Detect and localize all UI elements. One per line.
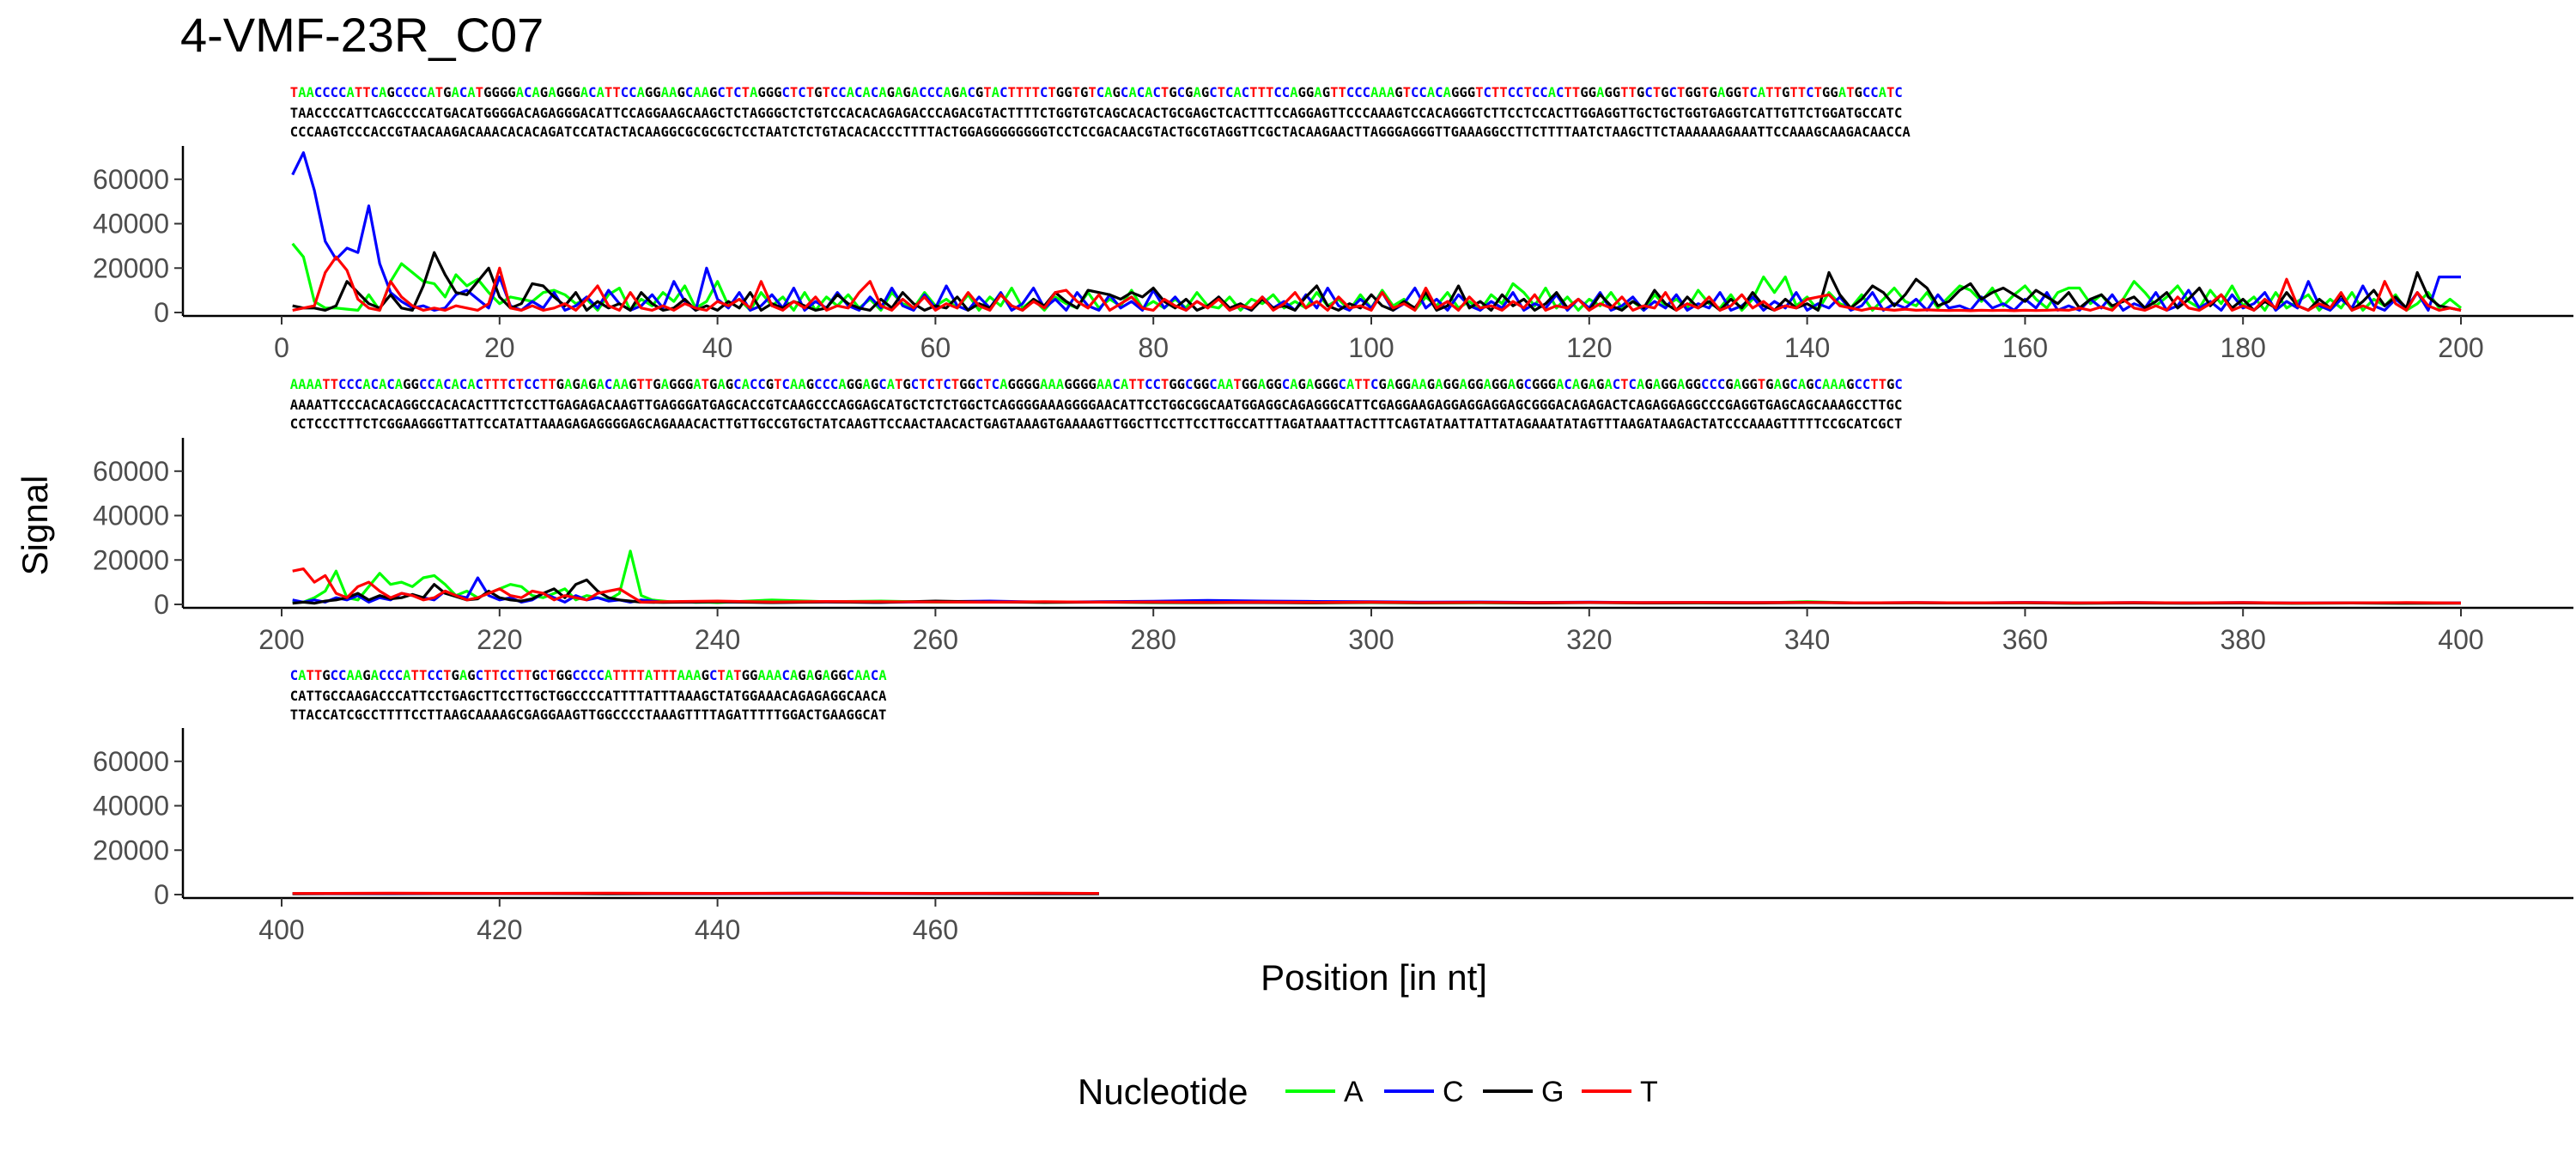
legend-label-G: G	[1541, 1076, 1564, 1108]
legend: Nucleotide A C G T	[1078, 1071, 1658, 1112]
x-tick-label: 240	[695, 624, 740, 655]
legend-label-C: C	[1443, 1076, 1464, 1108]
legend-title: Nucleotide	[1078, 1071, 1248, 1112]
x-tick-label: 0	[274, 332, 289, 363]
y-tick-label: 20000	[93, 834, 169, 865]
legend-label-T: T	[1640, 1076, 1658, 1108]
series-line-C	[291, 151, 2461, 312]
y-tick-label: 40000	[93, 501, 169, 531]
sequence-row-2: CATTGCCAAGACCCATTCCTGAGCTTCCTTGCTGGCCCCA…	[290, 689, 887, 704]
y-tick-label: 40000	[93, 791, 169, 822]
sequence-row-2: TAACCCCATTCAGCCCCATGACATGGGGACAGAGGGACAT…	[290, 106, 1903, 121]
sequence-row-1: AAAATTCCCACACAGGCCACACACTTTCTCCTTGAGAGAC…	[290, 377, 1903, 392]
y-tick-label: 0	[154, 297, 169, 328]
x-tick-label: 40	[702, 332, 733, 363]
x-tick-label: 200	[2438, 332, 2483, 363]
panels-layer: TAACCCCATTCAGCCCCATGACATGGGGACAGAGGGACAT…	[93, 85, 2573, 945]
sequence-row-1: CATTGCCAAGACCCATTCCTGAGCTTCCTTGCTGGCCCCA…	[290, 668, 888, 683]
series-line-T	[292, 255, 2462, 313]
x-tick-label: 180	[2221, 332, 2266, 363]
series-line-T	[292, 567, 2462, 604]
x-tick-label: 100	[1348, 332, 1394, 363]
x-tick-label: 460	[913, 914, 958, 945]
x-tick-label: 380	[2221, 624, 2266, 655]
x-tick-label: 440	[695, 914, 740, 945]
y-tick-label: 60000	[93, 746, 169, 777]
x-axis-title: Position [in nt]	[1261, 957, 1487, 998]
x-tick-label: 200	[258, 624, 304, 655]
x-tick-label: 120	[1566, 332, 1612, 363]
x-tick-label: 160	[2002, 332, 2048, 363]
y-tick-label: 0	[154, 879, 169, 910]
x-tick-label: 280	[1131, 624, 1176, 655]
y-tick-label: 60000	[93, 456, 169, 487]
legend-label-A: A	[1344, 1076, 1364, 1108]
series-line-A	[292, 549, 2462, 605]
sequence-row-3: TTACCATCGCCTTTTCCTTAAGCAAAAGCGAGGAAGTTGG…	[290, 707, 887, 723]
y-tick-label: 0	[154, 589, 169, 620]
x-tick-label: 300	[1348, 624, 1394, 655]
x-tick-label: 360	[2002, 624, 2048, 655]
x-tick-label: 60	[920, 332, 951, 363]
x-tick-label: 400	[2438, 624, 2483, 655]
x-tick-label: 20	[484, 332, 515, 363]
x-tick-label: 80	[1138, 332, 1169, 363]
panel-1: TAACCCCATTCAGCCCCATGACATGGGGACAGAGGGACAT…	[93, 85, 2573, 363]
sequence-row-2: AAAATTCCCACACAGGCCACACACTTTCTCCTTGAGAGAC…	[290, 397, 1903, 413]
x-tick-label: 140	[1784, 332, 1830, 363]
sequence-row-3: CCTCCCTTTCTCGGAAGGGTTATTCCATATTAAAGAGAGG…	[290, 416, 1903, 432]
sequence-row-1: TAACCCCATTCAGCCCCATGACATGGGGACAGAGGGACAT…	[290, 85, 1903, 100]
sequence-row-3: CCCAAGTCCCACCGTAACAAGACAAACACACAGATCCATA…	[290, 124, 1911, 140]
x-tick-label: 340	[1784, 624, 1830, 655]
x-tick-label: 220	[477, 624, 522, 655]
y-tick-label: 60000	[93, 164, 169, 195]
x-tick-label: 260	[913, 624, 958, 655]
y-tick-label: 40000	[93, 209, 169, 240]
y-tick-label: 20000	[93, 252, 169, 283]
chart-title: 4-VMF-23R_C07	[180, 8, 544, 62]
panel-3: CATTGCCAAGACCCATTCCTGAGCTTCCTTGCTGGCCCCA…	[93, 668, 2573, 945]
x-tick-label: 320	[1566, 624, 1612, 655]
series-line-G	[292, 578, 2461, 605]
x-tick-label: 420	[477, 914, 522, 945]
x-tick-label: 400	[258, 914, 304, 945]
y-tick-label: 20000	[93, 544, 169, 575]
y-axis-title: Signal	[15, 476, 55, 576]
panel-2: AAAATTCCCACACAGGCCACACACTTTCTCCTTGAGAGAC…	[93, 377, 2573, 655]
